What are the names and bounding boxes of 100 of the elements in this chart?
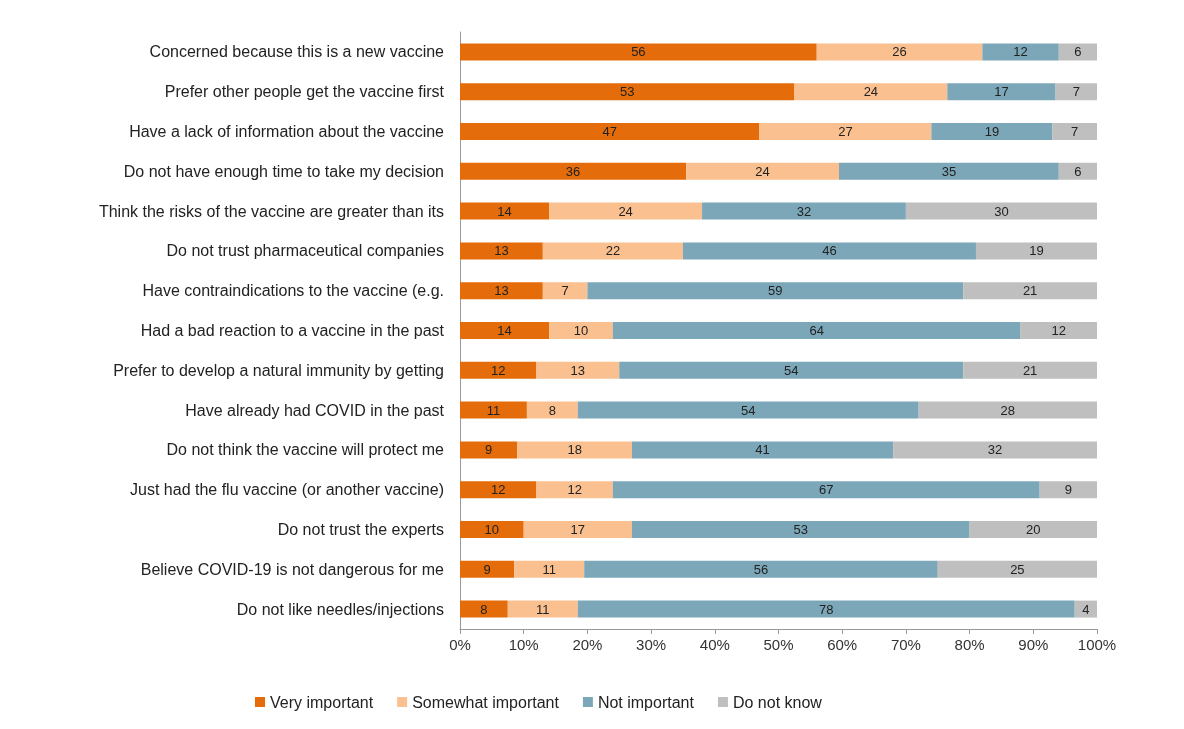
bar bbox=[1055, 83, 1097, 101]
bar bbox=[839, 162, 1059, 180]
data-label: 56 bbox=[753, 561, 769, 577]
x-tick-label: 0% bbox=[449, 636, 471, 653]
bar bbox=[460, 560, 515, 578]
data-label: 10 bbox=[573, 323, 589, 338]
data-label: 13 bbox=[494, 283, 509, 299]
data-label: 28 bbox=[1000, 402, 1016, 418]
data-label: 24 bbox=[755, 163, 770, 179]
data-label: 36 bbox=[565, 163, 581, 179]
data-label: 21 bbox=[1022, 283, 1038, 299]
bar bbox=[969, 521, 1097, 538]
bar bbox=[577, 600, 1075, 618]
data-label: 22 bbox=[605, 243, 621, 259]
bar bbox=[460, 282, 543, 300]
data-label: 8 bbox=[548, 402, 556, 418]
data-label: 12 bbox=[1013, 44, 1028, 60]
x-tick-label: 40% bbox=[699, 636, 730, 653]
bar bbox=[517, 441, 632, 459]
bar bbox=[584, 560, 938, 578]
bar bbox=[460, 242, 543, 260]
data-label: 53 bbox=[793, 522, 809, 537]
data-label: 20 bbox=[1026, 522, 1041, 537]
bar bbox=[1020, 322, 1097, 339]
bar bbox=[759, 123, 932, 140]
data-label: 12 bbox=[567, 482, 582, 498]
x-tick-label: 80% bbox=[954, 636, 985, 653]
data-label: 11 bbox=[486, 402, 501, 418]
bar bbox=[963, 361, 1097, 379]
data-label: 56 bbox=[631, 44, 646, 60]
bar bbox=[523, 521, 632, 538]
data-label: 27 bbox=[838, 124, 853, 139]
data-label: 13 bbox=[570, 362, 586, 378]
bar bbox=[460, 322, 550, 339]
data-label: 41 bbox=[755, 442, 770, 458]
y-tick-label: Do not have enough time to take my decision bbox=[123, 162, 444, 180]
data-label: 12 bbox=[1051, 323, 1067, 338]
bar bbox=[905, 202, 1097, 220]
bar bbox=[460, 361, 537, 379]
data-label: 7 bbox=[1072, 84, 1080, 100]
data-label: 54 bbox=[741, 402, 756, 418]
legend-label: Somewhat important bbox=[412, 693, 560, 711]
data-label: 6 bbox=[1074, 44, 1082, 60]
bar bbox=[702, 202, 906, 220]
bar bbox=[631, 521, 970, 538]
bar bbox=[963, 282, 1097, 300]
data-label: 12 bbox=[490, 482, 506, 498]
bar bbox=[460, 441, 518, 459]
data-label: 17 bbox=[994, 84, 1009, 100]
bar bbox=[549, 202, 703, 220]
y-tick-label: Do not trust pharmaceutical companies bbox=[166, 242, 444, 260]
data-label: 6 bbox=[1074, 163, 1082, 179]
bar bbox=[587, 282, 964, 300]
data-label: 14 bbox=[497, 203, 512, 219]
data-label: 9 bbox=[1064, 482, 1072, 498]
bar bbox=[893, 441, 1097, 459]
data-label: 30 bbox=[994, 203, 1009, 219]
y-tick-label: Prefer other people get the vaccine first bbox=[164, 83, 445, 101]
bar bbox=[460, 43, 817, 61]
data-label: 14 bbox=[497, 323, 512, 338]
data-label: 7 bbox=[561, 283, 569, 299]
bar bbox=[612, 322, 1021, 339]
data-label: 7 bbox=[1071, 124, 1079, 139]
data-label: 17 bbox=[570, 522, 586, 537]
bar bbox=[1039, 481, 1097, 499]
x-tick-label: 50% bbox=[763, 636, 794, 653]
data-label: 67 bbox=[819, 482, 834, 498]
x-tick-label: 30% bbox=[636, 636, 667, 653]
data-label: 12 bbox=[490, 362, 506, 378]
data-label: 11 bbox=[542, 561, 556, 577]
y-tick-label: Had a bad reaction to a vaccine in the past bbox=[140, 322, 445, 339]
data-label: 18 bbox=[567, 442, 582, 458]
data-label: 25 bbox=[1010, 561, 1025, 577]
bar bbox=[1074, 600, 1097, 618]
bar bbox=[514, 560, 585, 578]
data-label: 46 bbox=[822, 243, 837, 259]
bar bbox=[975, 242, 1097, 260]
data-label: 78 bbox=[819, 601, 834, 617]
data-label: 8 bbox=[480, 601, 488, 617]
x-tick-label: 100% bbox=[1077, 636, 1117, 653]
bar bbox=[460, 83, 795, 101]
data-label: 19 bbox=[984, 124, 1000, 139]
data-label: 21 bbox=[1022, 362, 1038, 378]
data-label: 11 bbox=[536, 601, 550, 617]
x-tick-label: 60% bbox=[827, 636, 858, 653]
data-label: 10 bbox=[484, 522, 500, 537]
data-label: 32 bbox=[987, 442, 1003, 458]
bar bbox=[816, 43, 983, 61]
bar bbox=[686, 162, 840, 180]
data-label: 13 bbox=[494, 243, 509, 259]
bar bbox=[794, 83, 948, 101]
legend-label: Not important bbox=[597, 693, 695, 711]
data-label: 35 bbox=[941, 163, 957, 179]
bar bbox=[542, 282, 588, 300]
bar bbox=[577, 401, 919, 419]
bar bbox=[1052, 123, 1097, 140]
bar bbox=[612, 481, 1040, 499]
y-tick-label: Prefer to develop a natural immunity by getting bbox=[113, 361, 444, 379]
bar bbox=[1058, 162, 1097, 180]
bar bbox=[460, 600, 508, 618]
